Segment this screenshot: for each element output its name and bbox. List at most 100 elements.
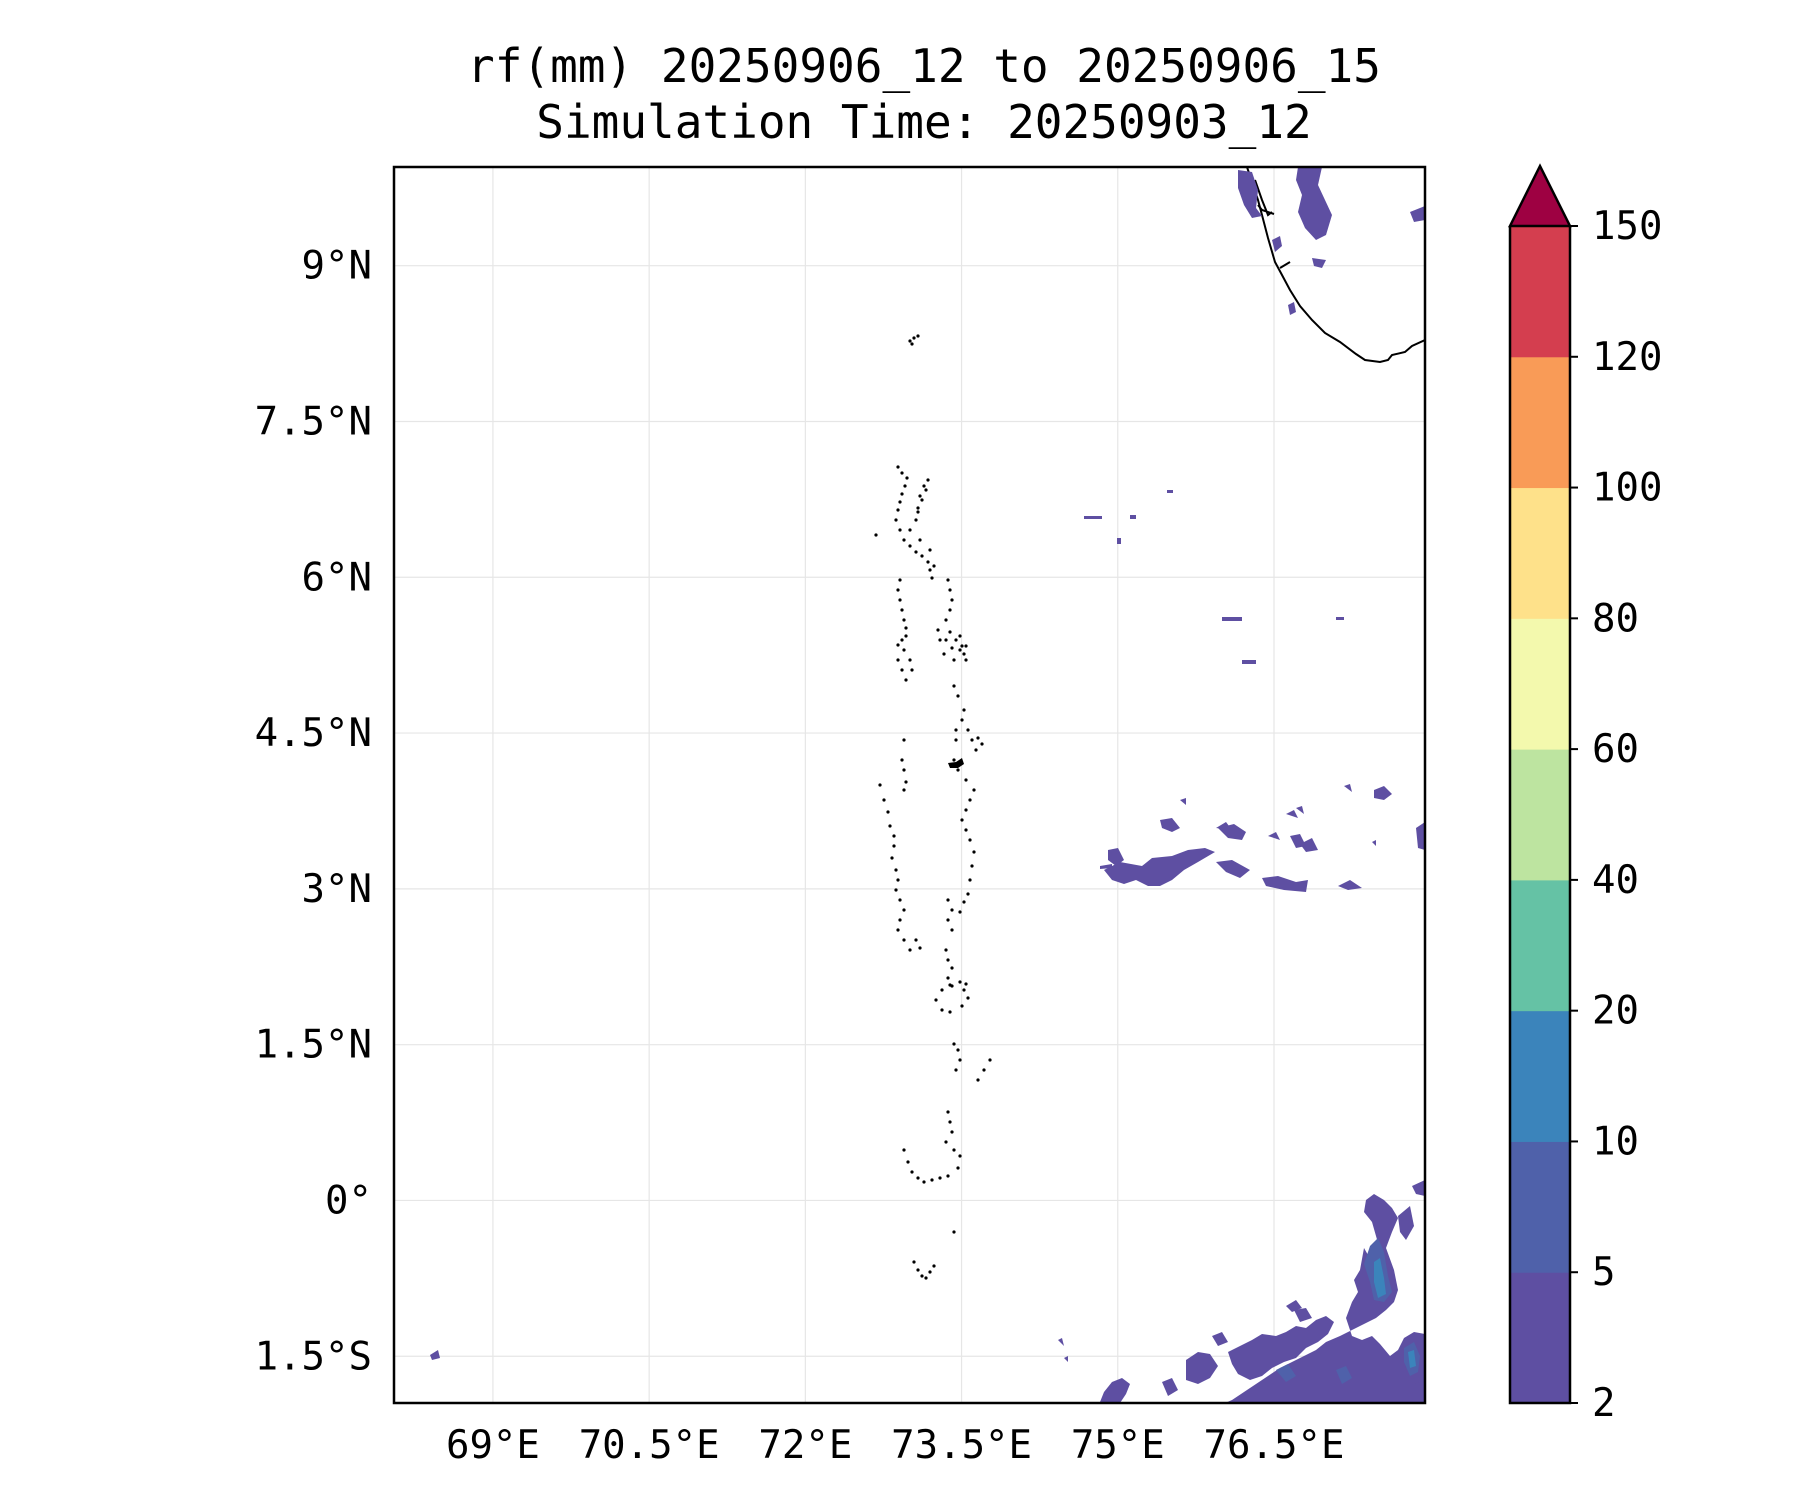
rain-band-3n xyxy=(1100,784,1425,892)
atoll-dot xyxy=(916,510,920,514)
atoll-dot xyxy=(932,564,936,568)
atoll-dot xyxy=(898,578,902,582)
atoll-dot xyxy=(882,798,886,802)
atoll-dot xyxy=(964,644,968,648)
atoll-dot xyxy=(958,1058,962,1062)
atoll-dot xyxy=(946,918,950,922)
atoll-dot xyxy=(912,336,916,340)
atoll-dot xyxy=(914,518,918,522)
map-gridlines xyxy=(394,167,1425,1403)
rain-cell xyxy=(1268,832,1280,840)
rain-cell xyxy=(1412,1180,1425,1196)
atoll-dot xyxy=(946,976,950,980)
atoll-dot xyxy=(910,1170,914,1174)
rain-cell xyxy=(1372,840,1376,846)
atoll-dot xyxy=(918,946,922,950)
atoll-dot xyxy=(878,783,882,787)
colorbar-tick-label: 60 xyxy=(1592,727,1639,772)
atoll-dot xyxy=(912,1260,916,1264)
rain-cell xyxy=(1100,864,1112,869)
rain-cell xyxy=(1084,516,1102,519)
rain-cell xyxy=(1104,848,1215,886)
atoll-dot xyxy=(970,738,974,742)
atoll-dot xyxy=(914,938,918,942)
atoll-dot xyxy=(964,658,968,662)
colorbar-tick-label: 150 xyxy=(1592,204,1662,249)
colorbar-tick-label: 100 xyxy=(1592,466,1662,511)
atoll-dot xyxy=(956,694,960,698)
atoll-dot xyxy=(902,908,906,912)
rain-cell xyxy=(1186,1352,1218,1384)
atoll-dot xyxy=(966,996,970,1000)
atoll-dot xyxy=(960,818,964,822)
atoll-dot xyxy=(948,608,952,612)
rain-cell xyxy=(1222,617,1242,621)
atoll-dot xyxy=(944,1140,948,1144)
atoll-dot xyxy=(972,788,976,792)
rain-cell xyxy=(1180,798,1186,805)
atoll-dot xyxy=(896,878,900,882)
rain-cell xyxy=(1296,806,1304,814)
atoll-dot xyxy=(908,339,912,343)
atoll-dot xyxy=(980,742,984,746)
atoll-dot xyxy=(966,892,970,896)
atoll-dot xyxy=(946,898,950,902)
atoll-dot xyxy=(962,652,966,656)
atoll-dot xyxy=(896,588,900,592)
atoll-dot xyxy=(902,538,906,542)
atoll-dot xyxy=(928,548,932,552)
rain-cell xyxy=(1212,1332,1228,1346)
rain-cell xyxy=(1336,1366,1352,1384)
atoll-dot xyxy=(952,1148,956,1152)
colorbar-tick-label: 20 xyxy=(1592,989,1639,1034)
atoll-dot xyxy=(976,736,980,740)
atoll-dot xyxy=(982,1068,986,1072)
atoll-dot xyxy=(896,465,900,469)
atoll-solid xyxy=(948,758,964,768)
rain-cell xyxy=(1296,167,1332,240)
atoll-dot xyxy=(960,718,964,722)
atoll-dot xyxy=(900,492,904,496)
atoll-dot xyxy=(902,648,906,652)
rain-cell xyxy=(1160,818,1180,832)
map-subtitle: Simulation Time: 20250903_12 xyxy=(536,95,1312,149)
atoll-dot xyxy=(944,618,948,622)
atoll-dot xyxy=(958,1154,962,1158)
atoll-dot xyxy=(950,598,954,602)
lon-tick-label: 70.5°E xyxy=(579,1423,720,1468)
colorbar-tick-label: 2 xyxy=(1592,1381,1615,1426)
atoll-dot xyxy=(946,1110,950,1114)
atoll-dot xyxy=(920,1274,924,1278)
atoll-dot xyxy=(904,678,908,682)
rain-cell xyxy=(1117,538,1121,544)
colorbar-frame xyxy=(1508,226,1572,1405)
atoll-dot xyxy=(954,728,958,732)
atoll-dot xyxy=(902,618,906,622)
atoll-dot xyxy=(958,910,962,914)
atoll-dot xyxy=(954,1068,958,1072)
atoll-dot xyxy=(916,506,920,510)
atoll-dot xyxy=(956,768,960,772)
rain-cell xyxy=(1058,1338,1064,1346)
rain-cell xyxy=(1300,838,1318,852)
rain-cell xyxy=(1344,784,1352,792)
rain-cell xyxy=(1228,1316,1334,1380)
rain-cell xyxy=(1294,1308,1312,1322)
colorbar-extend-max xyxy=(1507,163,1573,228)
atoll-dot xyxy=(936,628,940,632)
atoll-dot xyxy=(950,646,954,650)
rain-cell xyxy=(1312,258,1326,268)
atoll-dot xyxy=(956,1048,960,1052)
atoll-dot xyxy=(888,824,892,828)
atoll-dot xyxy=(954,638,958,642)
colorbar-segment xyxy=(1510,356,1570,489)
rain-cell xyxy=(1276,1364,1296,1382)
atoll-dot xyxy=(928,568,932,572)
rain-cell xyxy=(1130,515,1136,519)
atoll-dot xyxy=(950,966,954,970)
rain-cell xyxy=(1238,170,1262,218)
colorbar: 2 5 10 20 40 60 80 100 120 150 xyxy=(1507,163,1662,1426)
atoll-dot xyxy=(900,608,904,612)
atoll-dot xyxy=(972,850,976,854)
atoll-dot xyxy=(892,834,896,838)
